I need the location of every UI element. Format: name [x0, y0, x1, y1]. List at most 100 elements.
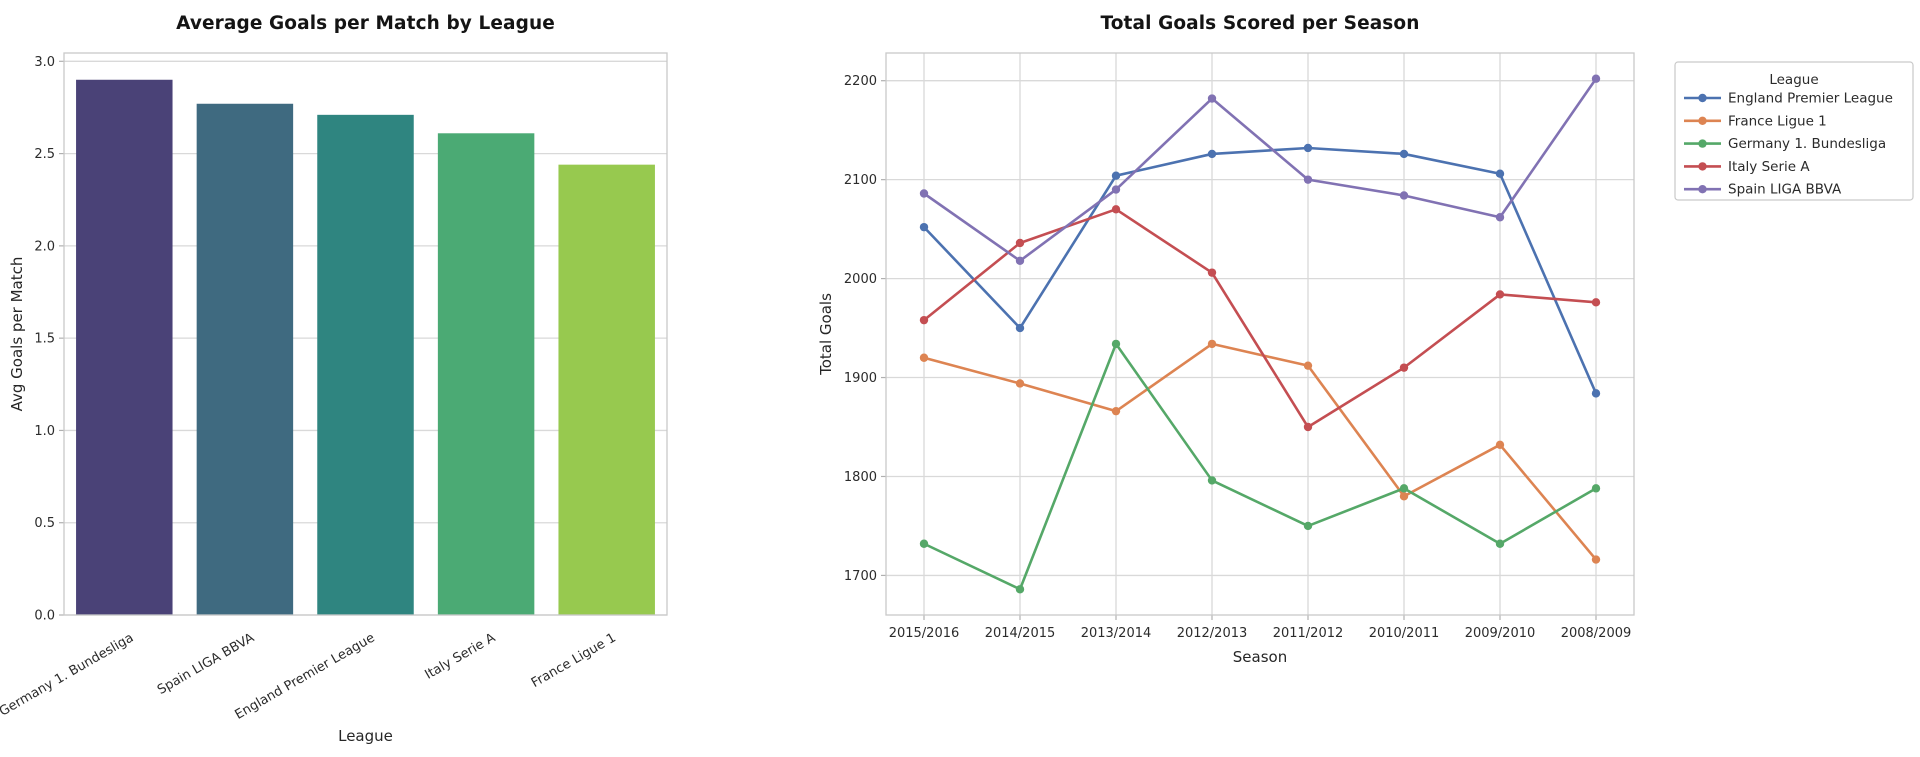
- point-spain-liga-bbva-2015-2016: [919, 189, 929, 198]
- legend-marker: [1698, 116, 1707, 126]
- point-spain-liga-bbva-2008-2009: [1591, 74, 1601, 83]
- y-tick-label: 2100: [844, 173, 877, 188]
- legend-entry-italy-serie-a: Italy Serie A: [1684, 159, 1810, 175]
- point-italy-serie-a-2015-2016: [919, 315, 929, 325]
- legend-entry-spain-liga-bbva: Spain LIGA BBVA: [1684, 182, 1842, 198]
- line-chart-title: Total Goals Scored per Season: [1100, 13, 1420, 34]
- y-tick-label: 1900: [844, 371, 877, 386]
- y-tick-label: 0.5: [34, 516, 55, 531]
- point-italy-serie-a-2009-2010: [1495, 290, 1505, 299]
- point-france-ligue-1-2012-2013: [1207, 339, 1217, 349]
- point-germany-1-bundesliga-2010-2011: [1399, 484, 1409, 493]
- line-germany-1-bundesliga: [922, 342, 1598, 591]
- point-spain-liga-bbva-2009-2010: [1495, 213, 1505, 222]
- legend-label: Germany 1. Bundesliga: [1728, 136, 1886, 152]
- point-england-premier-league-2009-2010: [1495, 169, 1505, 178]
- point-england-premier-league-2013-2014: [1111, 171, 1121, 180]
- point-italy-serie-a-2013-2014: [1111, 205, 1121, 214]
- point-germany-1-bundesliga-2014-2015: [1015, 585, 1025, 594]
- x-tick-label: 2011/2012: [1273, 626, 1344, 641]
- point-spain-liga-bbva-2014-2015: [1015, 256, 1025, 265]
- point-germany-1-bundesliga-2011-2012: [1303, 521, 1313, 531]
- x-tick-label: 2014/2015: [985, 626, 1056, 641]
- legend-label: Italy Serie A: [1728, 159, 1810, 175]
- point-germany-1-bundesliga-2015-2016: [919, 539, 929, 548]
- legend-marker: [1698, 162, 1707, 171]
- plot-border: [885, 52, 1635, 616]
- y-tick-label: 1800: [844, 470, 877, 485]
- point-france-ligue-1-2011-2012: [1303, 361, 1313, 370]
- point-spain-liga-bbva-2010-2011: [1399, 191, 1409, 200]
- series-italy-serie-a: [919, 205, 1601, 432]
- bar-chart-ylabel: Avg Goals per Match: [8, 256, 26, 412]
- line-france-ligue-1: [922, 342, 1598, 561]
- point-germany-1-bundesliga-2013-2014: [1111, 339, 1121, 349]
- y-tick-label: 1.0: [34, 424, 55, 439]
- x-tick-label: Germany 1. Bundesliga: [0, 630, 136, 719]
- point-italy-serie-a-2008-2009: [1591, 298, 1601, 307]
- bar-france-ligue-1: [558, 164, 655, 615]
- legend-entry-france-ligue-1: France Ligue 1: [1684, 113, 1827, 129]
- legend-box: [1674, 61, 1914, 201]
- bar-italy-serie-a: [437, 133, 535, 616]
- point-france-ligue-1-2009-2010: [1495, 440, 1505, 450]
- point-spain-liga-bbva-2011-2012: [1303, 175, 1313, 184]
- x-tick-label: France Ligue 1: [529, 630, 619, 691]
- point-england-premier-league-2014-2015: [1015, 323, 1025, 333]
- point-italy-serie-a-2011-2012: [1303, 422, 1313, 432]
- y-tick-label: 2000: [844, 272, 877, 287]
- legend-entry-england-premier-league: England Premier League: [1684, 91, 1893, 107]
- bar-chart-xlabel: League: [338, 727, 393, 745]
- point-england-premier-league-2011-2012: [1303, 143, 1313, 153]
- bar-chart: 0.0 0.5 1.0 1.5 2.0 2.5 3.0 Germany 1. Bundesli…: [0, 55, 667, 723]
- bar-england-premier-league: [317, 114, 414, 616]
- legend-label: Spain LIGA BBVA: [1728, 182, 1842, 198]
- series-spain-liga-bbva: [919, 74, 1601, 265]
- x-tick-label: 2012/2013: [1177, 626, 1248, 641]
- legend: League England Premier League France Ligue…: [1674, 61, 1914, 201]
- line-chart-xlabel: Season: [1232, 648, 1288, 666]
- point-germany-1-bundesliga-2008-2009: [1591, 484, 1601, 493]
- legend-entry-germany-1-bundesliga: Germany 1. Bundesliga: [1684, 136, 1886, 152]
- x-tick-label: 2010/2011: [1369, 626, 1440, 641]
- point-france-ligue-1-2013-2014: [1111, 406, 1121, 416]
- legend-marker: [1698, 139, 1707, 148]
- point-germany-1-bundesliga-2012-2013: [1207, 476, 1217, 485]
- x-tick-label: 2013/2014: [1081, 626, 1152, 641]
- point-germany-1-bundesliga-2009-2010: [1495, 539, 1505, 548]
- point-france-ligue-1-2014-2015: [1015, 379, 1025, 388]
- series-england-premier-league: [919, 143, 1601, 398]
- point-england-premier-league-2010-2011: [1399, 149, 1409, 159]
- y-tick-label: 2.0: [34, 239, 55, 254]
- line-england-premier-league: [922, 146, 1598, 395]
- legend-label: England Premier League: [1728, 91, 1893, 107]
- point-italy-serie-a-2010-2011: [1399, 363, 1409, 372]
- point-england-premier-league-2012-2013: [1207, 149, 1217, 159]
- line-spain-liga-bbva: [922, 77, 1598, 263]
- point-italy-serie-a-2012-2013: [1207, 268, 1217, 277]
- bar-chart-title: Average Goals per Match by League: [176, 13, 555, 34]
- x-tick-label: Spain LIGA BBVA: [155, 630, 257, 698]
- series-germany-1-bundesliga: [919, 339, 1601, 594]
- legend-label: France Ligue 1: [1728, 113, 1827, 129]
- y-tick-label: 1.5: [34, 332, 55, 347]
- legend-title: League: [1769, 72, 1818, 88]
- y-tick-label: 3.0: [34, 55, 55, 70]
- line-chart: 2015/2016 2014/2015 2013/2014 2012/2013 2011…: [844, 53, 1634, 641]
- x-tick-label: 2009/2010: [1465, 626, 1536, 641]
- line-italy-serie-a: [922, 208, 1598, 429]
- point-spain-liga-bbva-2013-2014: [1111, 185, 1121, 194]
- point-france-ligue-1-2015-2016: [919, 353, 929, 362]
- y-tick-label: 0.0: [34, 609, 55, 624]
- line-chart-ylabel: Total Goals: [817, 293, 835, 375]
- legend-marker: [1698, 93, 1707, 103]
- bar-germany-1-bundesliga: [76, 79, 173, 615]
- point-spain-liga-bbva-2012-2013: [1207, 94, 1217, 103]
- x-tick-label: Italy Serie A: [423, 630, 499, 682]
- x-tick-label: 2015/2016: [889, 626, 960, 641]
- legend-marker: [1698, 185, 1707, 194]
- y-tick-label: 2.5: [34, 147, 55, 162]
- series-france-ligue-1: [919, 339, 1601, 564]
